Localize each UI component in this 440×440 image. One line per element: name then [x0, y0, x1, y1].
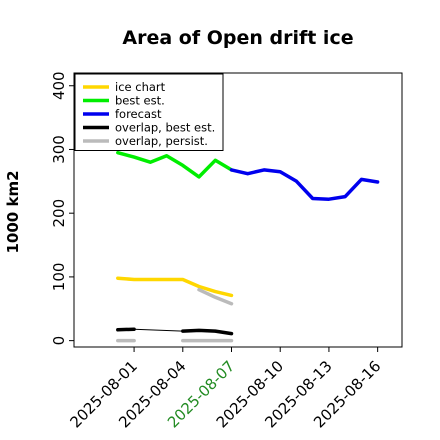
legend-label: forecast — [115, 107, 162, 121]
legend-label: overlap, best est. — [115, 121, 215, 135]
y-tick-label: 300 — [50, 135, 68, 164]
y-tick-label: 0 — [50, 336, 68, 346]
legend-label: best est. — [115, 94, 165, 108]
y-tick-label: 200 — [50, 199, 68, 228]
legend-label: ice chart — [115, 80, 166, 94]
x-ticks: 2025-08-012025-08-042025-08-072025-08-10… — [67, 347, 384, 431]
plot-area — [116, 150, 380, 343]
y-axis-label: 1000 km2 — [4, 170, 22, 253]
plot-frame — [73, 72, 403, 348]
chart-title: Area of Open drift ice — [122, 27, 353, 49]
overlap-persist-line — [197, 287, 234, 306]
best-est-line — [116, 150, 234, 179]
overlap-best-est-line — [116, 327, 136, 332]
legend-label: overlap, persist. — [115, 134, 208, 148]
y-tick-label: 100 — [50, 263, 68, 292]
y-ticks: 0 100 200 300 400 — [50, 71, 74, 345]
overlap-best-est-line — [181, 328, 234, 336]
overlap-best-est-connector — [134, 328, 183, 332]
forecast-line — [229, 168, 380, 201]
ice-chart-line — [116, 276, 234, 298]
y-tick-label: 400 — [50, 71, 68, 100]
